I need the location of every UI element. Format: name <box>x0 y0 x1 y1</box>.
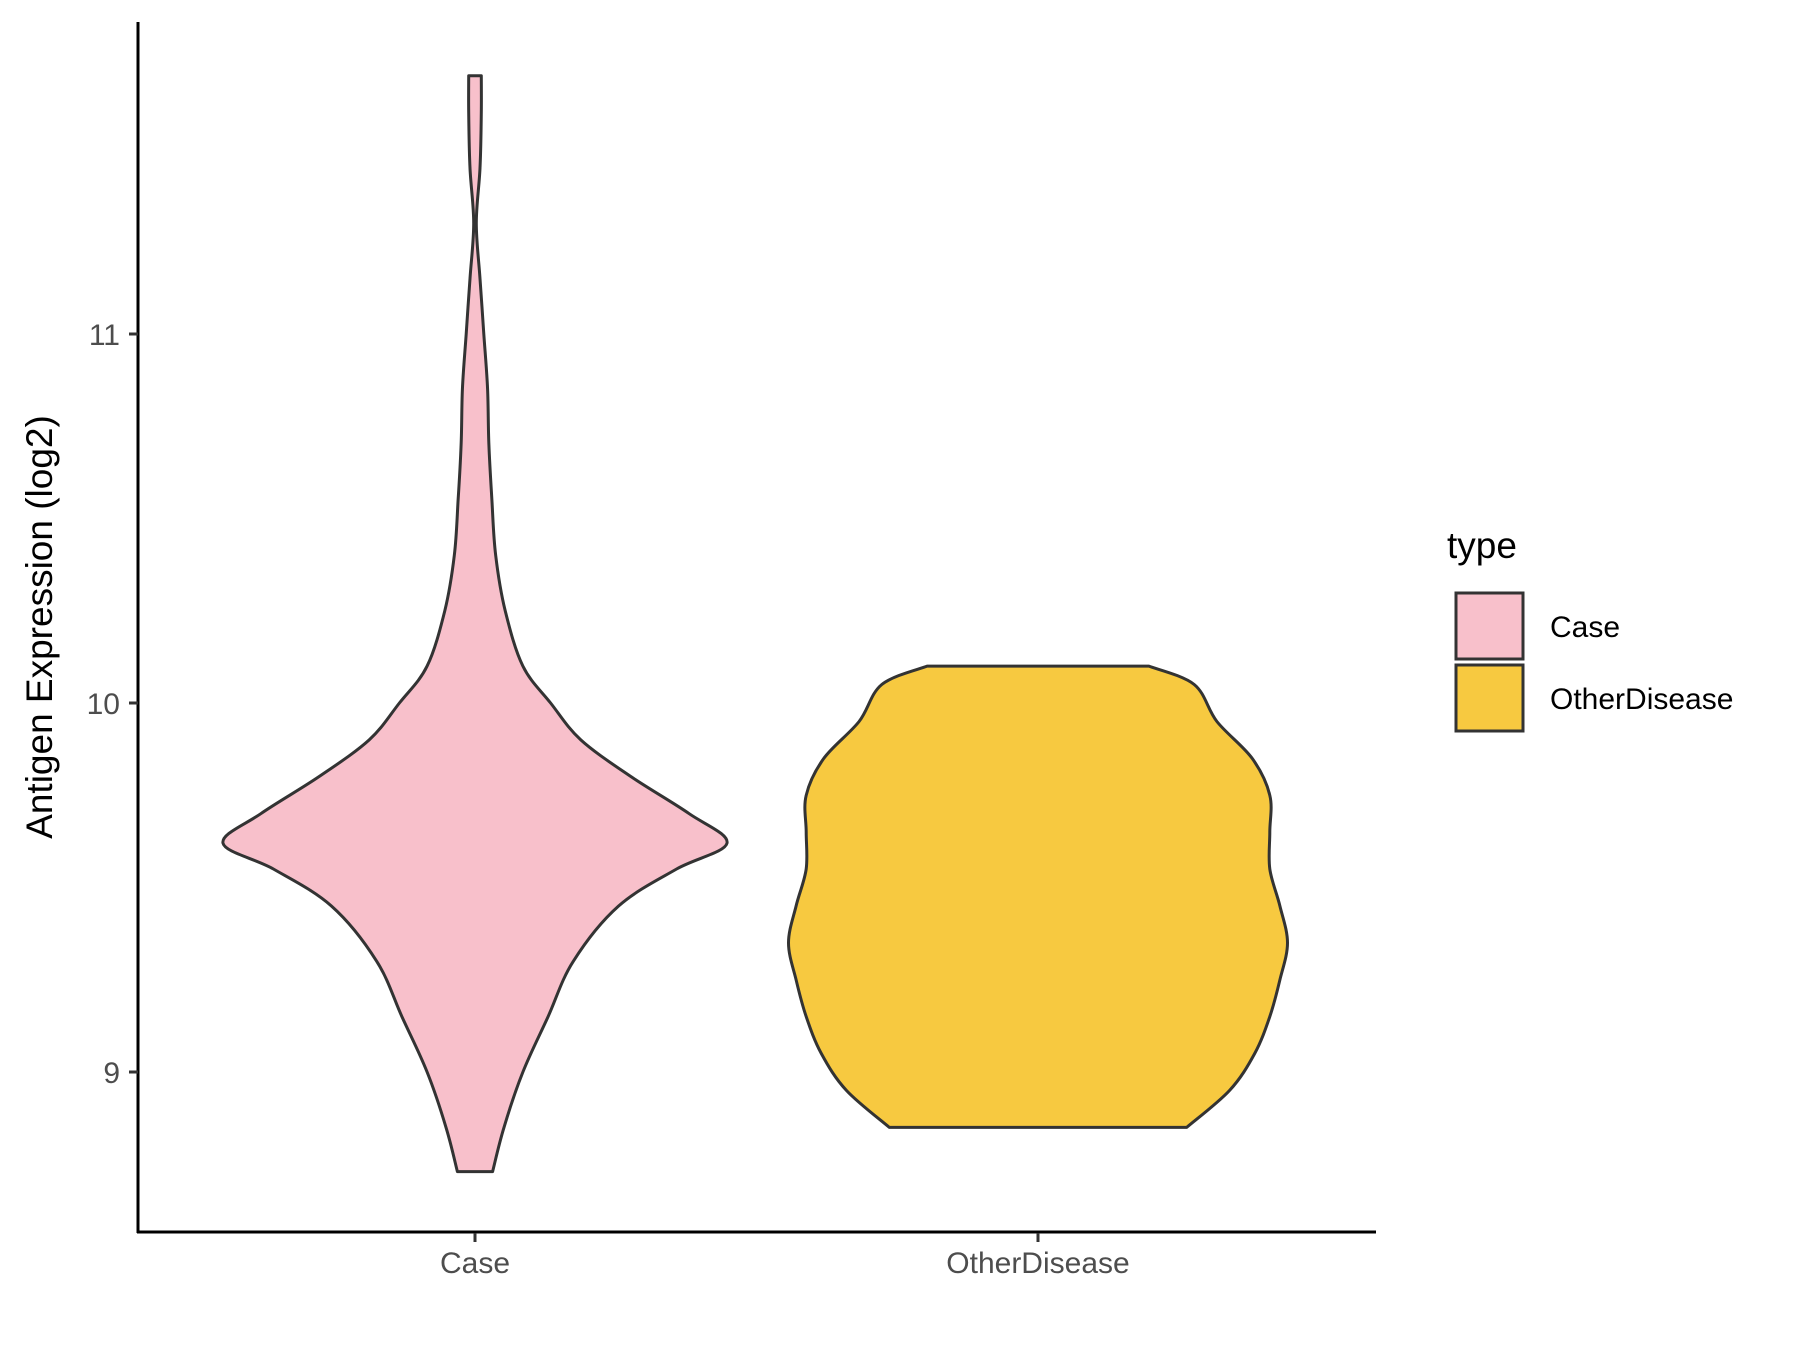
legend-label-case: Case <box>1550 611 1620 644</box>
violin-otherdisease <box>787 664 1289 1129</box>
y-axis-ticks: 9 10 11 <box>87 319 138 1090</box>
violin-case <box>221 74 729 1174</box>
y-tick-label: 9 <box>103 1057 120 1090</box>
legend-swatch-case <box>1454 591 1525 661</box>
violin-layer <box>221 74 1289 1174</box>
legend-swatch-otherdisease <box>1454 663 1525 733</box>
legend-label-otherdisease: OtherDisease <box>1550 683 1733 716</box>
x-tick-label: Case <box>440 1247 510 1280</box>
y-axis-title: Antigen Expression (log2) <box>19 415 60 839</box>
y-tick-label: 11 <box>89 319 120 352</box>
x-axis-ticks: Case OtherDisease <box>440 1233 1130 1280</box>
x-tick-label: OtherDisease <box>946 1247 1129 1280</box>
legend: Case OtherDisease <box>1454 591 1733 733</box>
legend-title: type <box>1447 525 1517 566</box>
y-tick-label: 10 <box>87 688 120 721</box>
